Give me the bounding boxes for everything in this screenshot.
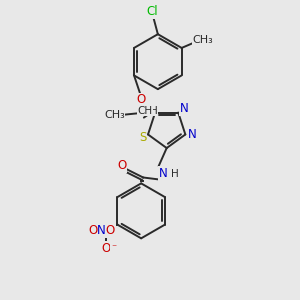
Text: H: H <box>150 106 158 116</box>
Text: Cl: Cl <box>146 5 158 18</box>
Text: H: H <box>171 169 178 178</box>
Text: O: O <box>106 224 115 237</box>
Text: CH: CH <box>137 106 152 116</box>
Text: ⁻: ⁻ <box>111 243 116 253</box>
Text: O: O <box>117 159 126 172</box>
Text: O: O <box>101 242 110 255</box>
Text: N: N <box>180 102 188 115</box>
Text: N: N <box>158 167 167 180</box>
Text: CH₃: CH₃ <box>104 110 125 120</box>
Text: CH₃: CH₃ <box>193 35 214 45</box>
Text: O: O <box>136 93 146 106</box>
Text: N: N <box>97 224 106 237</box>
Text: N: N <box>188 128 197 141</box>
Text: S: S <box>140 131 147 144</box>
Text: O: O <box>88 224 98 237</box>
